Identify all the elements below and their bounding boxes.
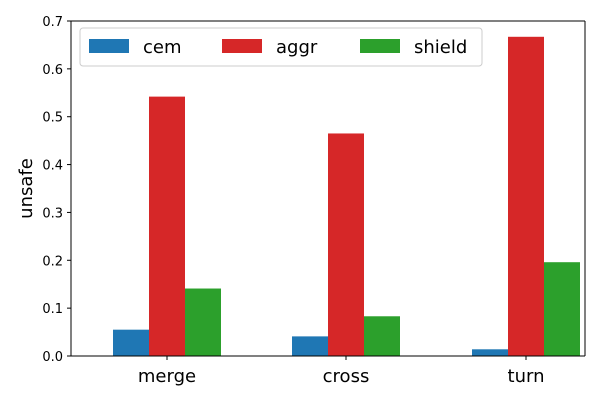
bar-cem-merge — [113, 329, 149, 356]
bar-shield-turn — [544, 262, 580, 356]
y-tick-label: 0.4 — [42, 159, 63, 174]
plot-area — [113, 36, 580, 357]
y-tick-label: 0.3 — [42, 206, 63, 221]
bar-cem-cross — [292, 336, 328, 356]
y-tick-label: 0.7 — [42, 15, 63, 30]
x-tick-label-merge: merge — [138, 366, 196, 387]
bar-aggr-merge — [149, 96, 185, 356]
legend-swatch-shield — [360, 39, 400, 53]
bar-aggr-cross — [328, 133, 364, 356]
legend-swatch-aggr — [222, 39, 262, 53]
bar-shield-cross — [364, 316, 400, 356]
y-tick-label: 0.2 — [42, 254, 63, 269]
legend: cem aggr shield — [79, 27, 483, 67]
legend-frame — [79, 27, 483, 67]
legend-label-shield: shield — [414, 37, 467, 58]
legend-label-aggr: aggr — [276, 37, 318, 58]
bar-cem-turn — [472, 349, 508, 356]
y-tick-label: 0.1 — [42, 302, 63, 317]
bar-aggr-turn — [508, 36, 544, 357]
bar-shield-merge — [185, 288, 221, 356]
legend-label-cem: cem — [143, 37, 182, 58]
y-tick-label: 0.0 — [42, 350, 63, 365]
y-tick-label: 0.6 — [42, 63, 63, 78]
axes: 0.0 0.1 0.2 0.3 0.4 0.5 0.6 0.7 merge cross turn un… — [16, 15, 586, 387]
x-tick-label-turn: turn — [508, 366, 545, 387]
legend-swatch-cem — [89, 39, 129, 53]
y-axis-label: unsafe — [16, 158, 37, 219]
y-tick-label: 0.5 — [42, 111, 63, 126]
x-tick-label-cross: cross — [323, 366, 370, 387]
